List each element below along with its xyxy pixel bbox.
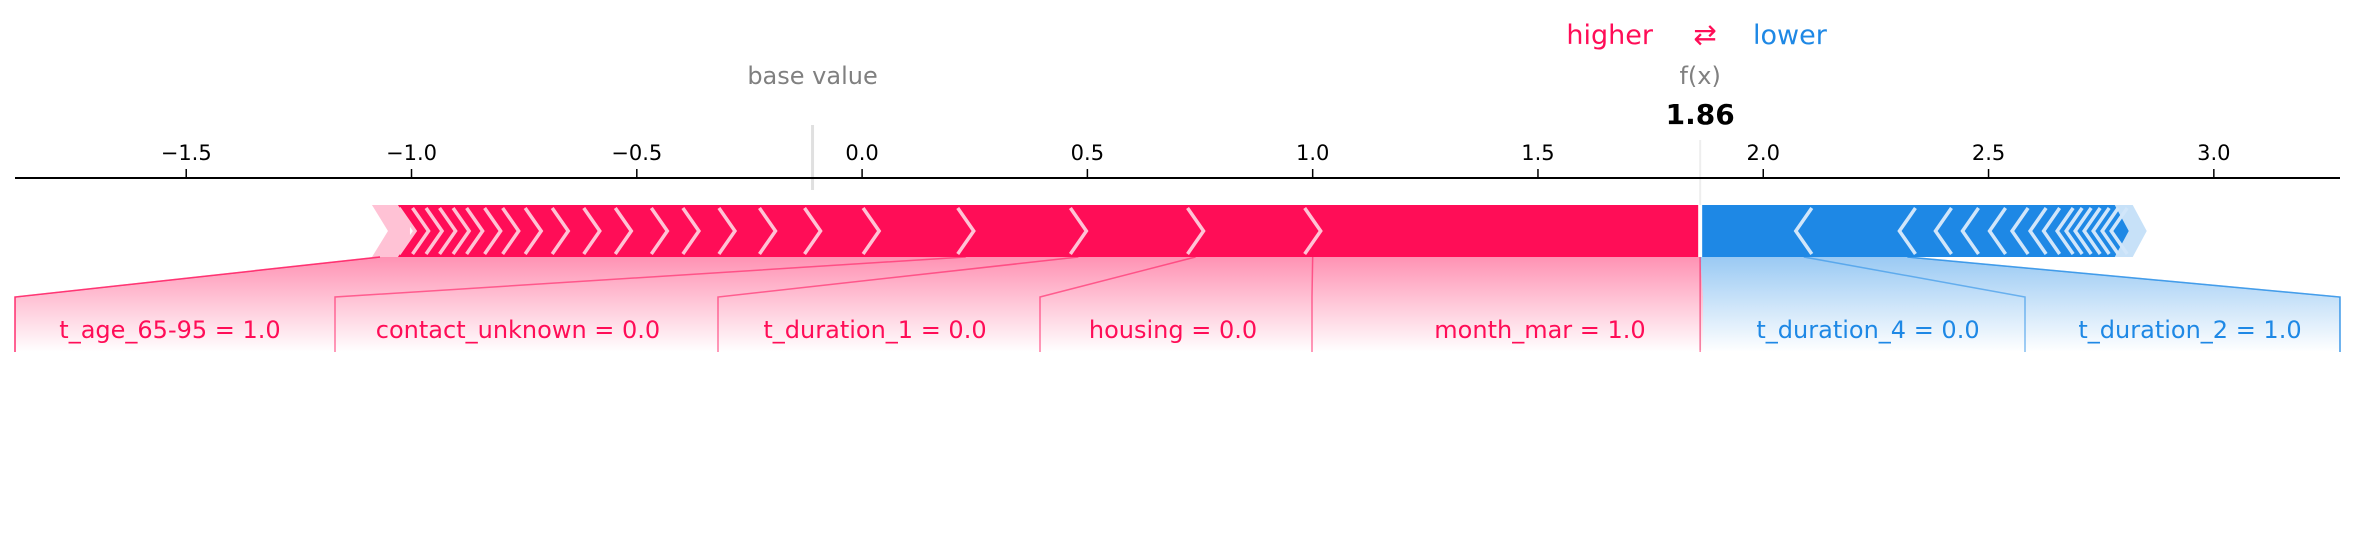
negative-chevron xyxy=(2055,207,2075,255)
feature-connectors xyxy=(14,256,2341,352)
positive-chevron xyxy=(758,207,778,255)
positive-chevron xyxy=(438,207,458,255)
x-tick-label: 1.0 xyxy=(1296,141,1329,165)
x-tick-label: 2.0 xyxy=(1747,141,1780,165)
negative-chevron xyxy=(2064,207,2084,255)
feature-label-contact-unknown: contact_unknown = 0.0 xyxy=(376,316,660,344)
positive-chevron xyxy=(861,207,882,255)
positive-chevron xyxy=(424,207,445,255)
negative-chevron xyxy=(1793,207,1814,255)
positive-chevron xyxy=(582,207,602,255)
feature-connector-fill xyxy=(335,257,1079,352)
positive-tail xyxy=(371,205,410,257)
legend-higher: higher xyxy=(1566,20,1653,51)
feature-connector-line xyxy=(1311,256,1314,352)
positive-chevron xyxy=(1303,207,1323,255)
negative-chevron xyxy=(2100,207,2120,255)
positive-chevron xyxy=(613,207,634,255)
feature-connector-fill xyxy=(1312,257,1703,352)
feature-connector-line xyxy=(1907,256,2341,352)
base-value-label: base value xyxy=(747,62,877,90)
negative-chevron xyxy=(2073,207,2093,255)
positive-chevron xyxy=(483,207,503,255)
positive-chevron xyxy=(465,207,485,255)
feature-label-t-duration-2: t_duration_2 = 1.0 xyxy=(2078,316,2301,344)
positive-chevron xyxy=(501,207,521,255)
negative-chevron xyxy=(1987,207,2007,255)
feature-connector-line xyxy=(1039,256,1196,352)
feature-connector-fill xyxy=(1700,257,2025,352)
negative-chevron xyxy=(1960,207,1980,255)
x-tick-label: −1.5 xyxy=(161,141,212,165)
positive-chevron xyxy=(681,207,702,255)
negative-chevron xyxy=(2091,207,2111,255)
output-value: 1.86 xyxy=(1666,98,1735,131)
feature-connector-line xyxy=(14,256,381,352)
x-tick-label: −1.0 xyxy=(386,141,437,165)
feature-labels: t_age_65-95 = 1.0 contact_unknown = 0.0 … xyxy=(59,316,2301,344)
positive-force-bar xyxy=(397,205,1701,257)
legend-lower: lower xyxy=(1753,20,1828,51)
negative-chevron xyxy=(1897,207,1917,255)
feature-label-housing: housing = 0.0 xyxy=(1089,316,1257,344)
output-label: f(x) xyxy=(1679,62,1720,90)
feature-connector-fill xyxy=(1803,257,2340,352)
feature-connector-fill xyxy=(718,257,1196,352)
negative-chevron xyxy=(1933,207,1953,255)
negative-chevron xyxy=(2009,207,2030,255)
negative-chevron xyxy=(2082,207,2102,255)
x-tick-label: 0.0 xyxy=(845,141,878,165)
feature-label-t-age: t_age_65-95 = 1.0 xyxy=(59,316,280,344)
negative-chevron xyxy=(2109,207,2129,255)
x-tick-label: 0.5 xyxy=(1071,141,1104,165)
x-axis: −1.5 −1.0 −0.5 0.0 0.5 1.0 1.5 2.0 2.5 3.0 xyxy=(15,141,2340,179)
feature-label-t-duration-4: t_duration_4 = 0.0 xyxy=(1756,316,1979,344)
x-tick-label: 1.5 xyxy=(1521,141,1554,165)
positive-chevron xyxy=(523,207,544,255)
positive-chevron xyxy=(1068,207,1089,255)
positive-chevron xyxy=(411,207,431,255)
x-tick-label: 3.0 xyxy=(2197,141,2230,165)
negative-chevron xyxy=(2041,207,2062,255)
feature-connector-fill xyxy=(15,257,966,352)
positive-chevron xyxy=(649,207,670,255)
x-tick-label: −0.5 xyxy=(611,141,662,165)
feature-connector-line xyxy=(717,256,1079,352)
feature-label-month-mar: month_mar = 1.0 xyxy=(1434,316,1645,344)
feature-connector-fill xyxy=(1040,257,1313,352)
positive-chevron xyxy=(451,207,472,255)
positive-chevron xyxy=(550,207,571,255)
positive-chevron xyxy=(1186,207,1206,255)
positive-chevron xyxy=(803,207,823,255)
x-tick-label: 2.5 xyxy=(1972,141,2005,165)
positive-chevron xyxy=(397,207,418,255)
positive-chevron xyxy=(717,207,738,255)
feature-connector-line xyxy=(334,256,966,352)
negative-chevron xyxy=(2027,207,2048,255)
feature-label-t-duration-1: t_duration_1 = 0.0 xyxy=(763,316,986,344)
force-bars xyxy=(371,205,2147,257)
positive-chevron xyxy=(956,207,976,255)
legend-arrow-icon: ⇄ xyxy=(1693,18,1716,51)
